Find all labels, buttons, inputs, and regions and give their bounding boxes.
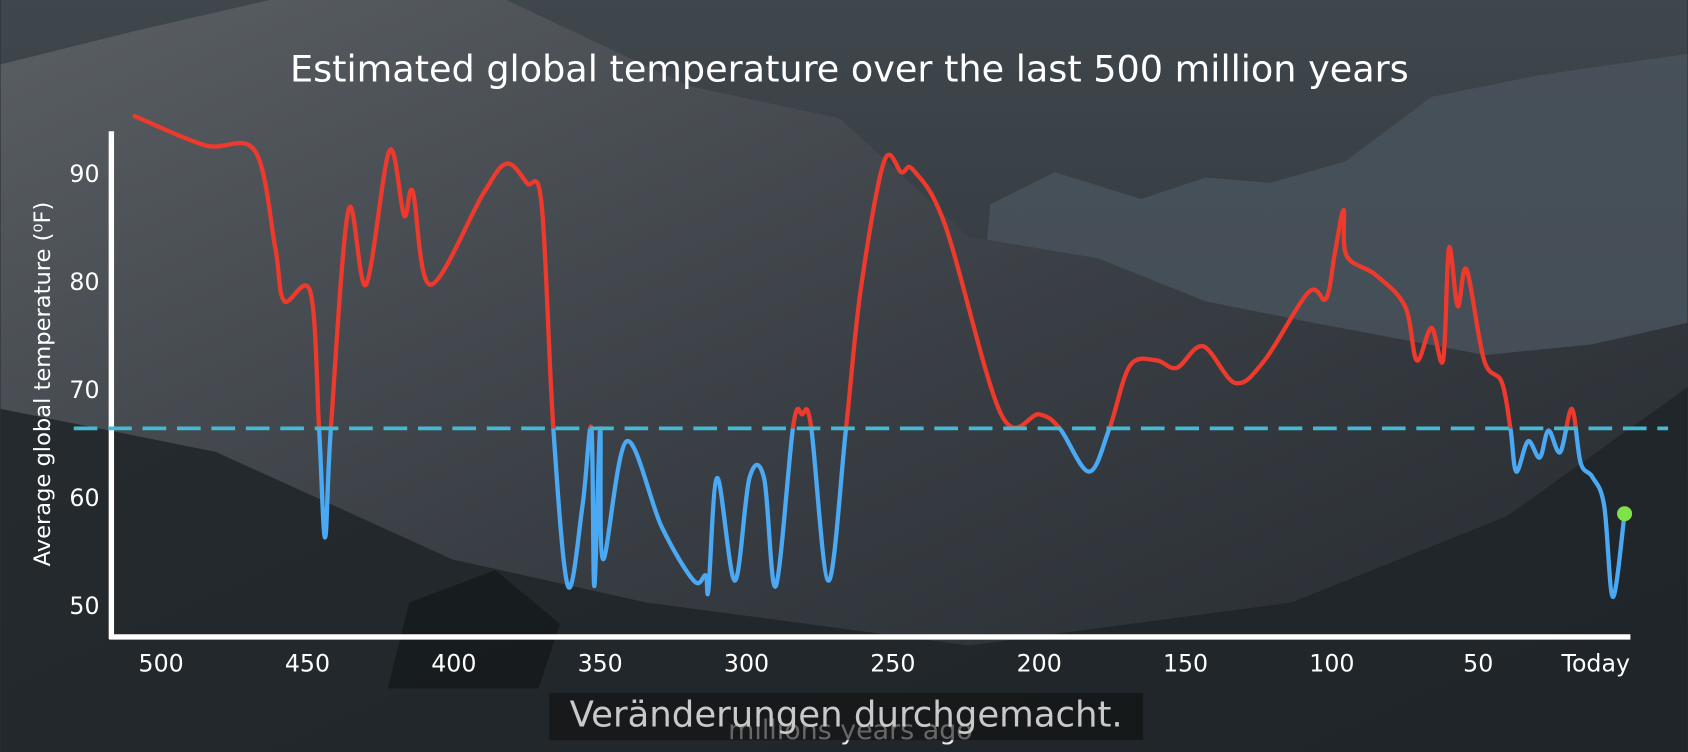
end-marker xyxy=(1617,506,1633,522)
x-tick-label: Today xyxy=(1561,649,1630,677)
x-tick-label: 350 xyxy=(578,649,623,677)
caption-box xyxy=(549,692,1144,741)
chart-title: Estimated global temperature over the la… xyxy=(290,48,1409,91)
x-tick-label: 150 xyxy=(1163,649,1208,677)
y-tick-label: 60 xyxy=(69,484,99,512)
x-tick-label: 200 xyxy=(1017,649,1062,677)
y-tick-label: 50 xyxy=(69,592,99,620)
temperature-line-above xyxy=(132,113,1578,429)
y-tick-label: 80 xyxy=(69,268,99,296)
x-tick-label: 400 xyxy=(431,649,476,677)
x-tick-label: 50 xyxy=(1463,649,1493,677)
y-axis-label: Average global temperature (⁰F) xyxy=(30,202,56,567)
temperature-line-below xyxy=(316,428,1627,600)
y-tick-label: 90 xyxy=(69,160,99,188)
x-tick-label: 100 xyxy=(1309,649,1354,677)
x-tick-label: 300 xyxy=(724,649,769,677)
video-caption: Veränderungen durchgemacht. xyxy=(570,694,1123,735)
y-tick-label: 70 xyxy=(69,376,99,404)
x-tick-label: 500 xyxy=(139,649,184,677)
x-tick-label: 250 xyxy=(870,649,915,677)
plot-area: 50 60 70 80 90 500 450 400 350 300 250 200 150 100 50 T… xyxy=(69,113,1669,677)
x-tick-label: 450 xyxy=(285,649,330,677)
